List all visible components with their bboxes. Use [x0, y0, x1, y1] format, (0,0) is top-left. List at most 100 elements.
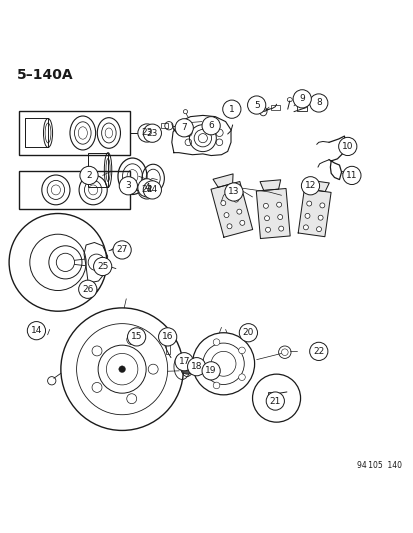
Text: 2: 2 [86, 171, 92, 180]
Text: 13: 13 [228, 188, 239, 197]
Circle shape [265, 227, 270, 232]
Bar [19, 171, 130, 208]
Text: 12: 12 [304, 181, 316, 190]
Circle shape [303, 225, 308, 230]
Text: 4: 4 [144, 183, 150, 192]
Text: 3: 3 [125, 181, 131, 190]
Circle shape [143, 124, 161, 142]
Text: 10: 10 [341, 142, 353, 151]
Text: 94 105  140: 94 105 140 [356, 461, 401, 470]
Text: 19: 19 [205, 366, 216, 375]
Polygon shape [211, 182, 252, 237]
Circle shape [93, 257, 112, 276]
Text: 27: 27 [116, 245, 128, 254]
Bar [297, 105, 306, 111]
Circle shape [292, 90, 311, 108]
Text: 16: 16 [161, 333, 173, 341]
Text: 7: 7 [181, 123, 187, 132]
Circle shape [236, 209, 241, 214]
Circle shape [180, 359, 195, 374]
Bar [19, 111, 130, 155]
Text: 1: 1 [228, 104, 234, 114]
Circle shape [233, 197, 238, 202]
Circle shape [138, 179, 156, 197]
Polygon shape [256, 189, 290, 239]
Text: 26: 26 [82, 285, 93, 294]
Circle shape [202, 362, 220, 380]
Text: 24: 24 [141, 185, 152, 195]
Circle shape [342, 166, 360, 184]
Circle shape [175, 119, 193, 137]
Bar [271, 105, 280, 110]
Circle shape [301, 176, 319, 195]
Circle shape [277, 215, 282, 220]
Circle shape [319, 203, 324, 208]
Circle shape [213, 339, 219, 345]
Circle shape [175, 353, 193, 371]
Text: 23: 23 [141, 128, 152, 138]
Circle shape [197, 360, 204, 367]
Circle shape [143, 181, 161, 199]
Circle shape [113, 241, 131, 259]
Text: 5–140A: 5–140A [17, 68, 73, 82]
Circle shape [92, 346, 102, 356]
Circle shape [119, 366, 125, 373]
Text: 15: 15 [131, 333, 142, 341]
Circle shape [239, 220, 244, 225]
Text: 9: 9 [299, 94, 304, 103]
Polygon shape [308, 180, 328, 191]
Circle shape [119, 176, 137, 195]
Circle shape [238, 347, 244, 354]
Text: 11: 11 [345, 171, 357, 180]
Circle shape [306, 201, 311, 206]
Circle shape [80, 166, 98, 184]
Polygon shape [213, 174, 233, 187]
Circle shape [213, 382, 219, 389]
Circle shape [202, 117, 220, 135]
Circle shape [309, 342, 327, 360]
Circle shape [138, 124, 156, 142]
Text: 21: 21 [269, 397, 280, 406]
Bar [25, 118, 48, 148]
Circle shape [338, 138, 356, 156]
Circle shape [263, 204, 268, 208]
Circle shape [239, 324, 257, 342]
Circle shape [126, 335, 136, 345]
Polygon shape [297, 189, 330, 237]
Circle shape [316, 227, 321, 232]
Circle shape [224, 183, 242, 201]
Polygon shape [259, 180, 280, 190]
Text: 18: 18 [190, 362, 202, 371]
Text: 8: 8 [315, 99, 321, 108]
Bar [165, 344, 169, 354]
Circle shape [27, 321, 45, 340]
Circle shape [309, 94, 327, 112]
Text: 6: 6 [208, 121, 214, 130]
Text: 25: 25 [97, 262, 108, 271]
Circle shape [264, 216, 269, 221]
Text: 17: 17 [178, 357, 190, 366]
Circle shape [304, 213, 309, 219]
Text: 24: 24 [146, 185, 158, 195]
Circle shape [222, 100, 240, 118]
Circle shape [78, 280, 97, 298]
Circle shape [92, 383, 102, 392]
Text: 14: 14 [31, 326, 42, 335]
Circle shape [127, 328, 145, 346]
Text: 20: 20 [242, 328, 254, 337]
Text: 5: 5 [253, 101, 259, 110]
Circle shape [278, 226, 283, 231]
Circle shape [148, 364, 158, 374]
Text: 22: 22 [312, 347, 324, 356]
Bar [88, 152, 108, 188]
Circle shape [266, 392, 284, 410]
Circle shape [238, 374, 244, 381]
Circle shape [276, 202, 281, 207]
Text: 23: 23 [146, 128, 158, 138]
Circle shape [223, 213, 228, 217]
Circle shape [187, 358, 205, 376]
Circle shape [138, 181, 156, 199]
Bar [160, 123, 168, 128]
Circle shape [247, 96, 265, 114]
Bar [268, 392, 274, 400]
